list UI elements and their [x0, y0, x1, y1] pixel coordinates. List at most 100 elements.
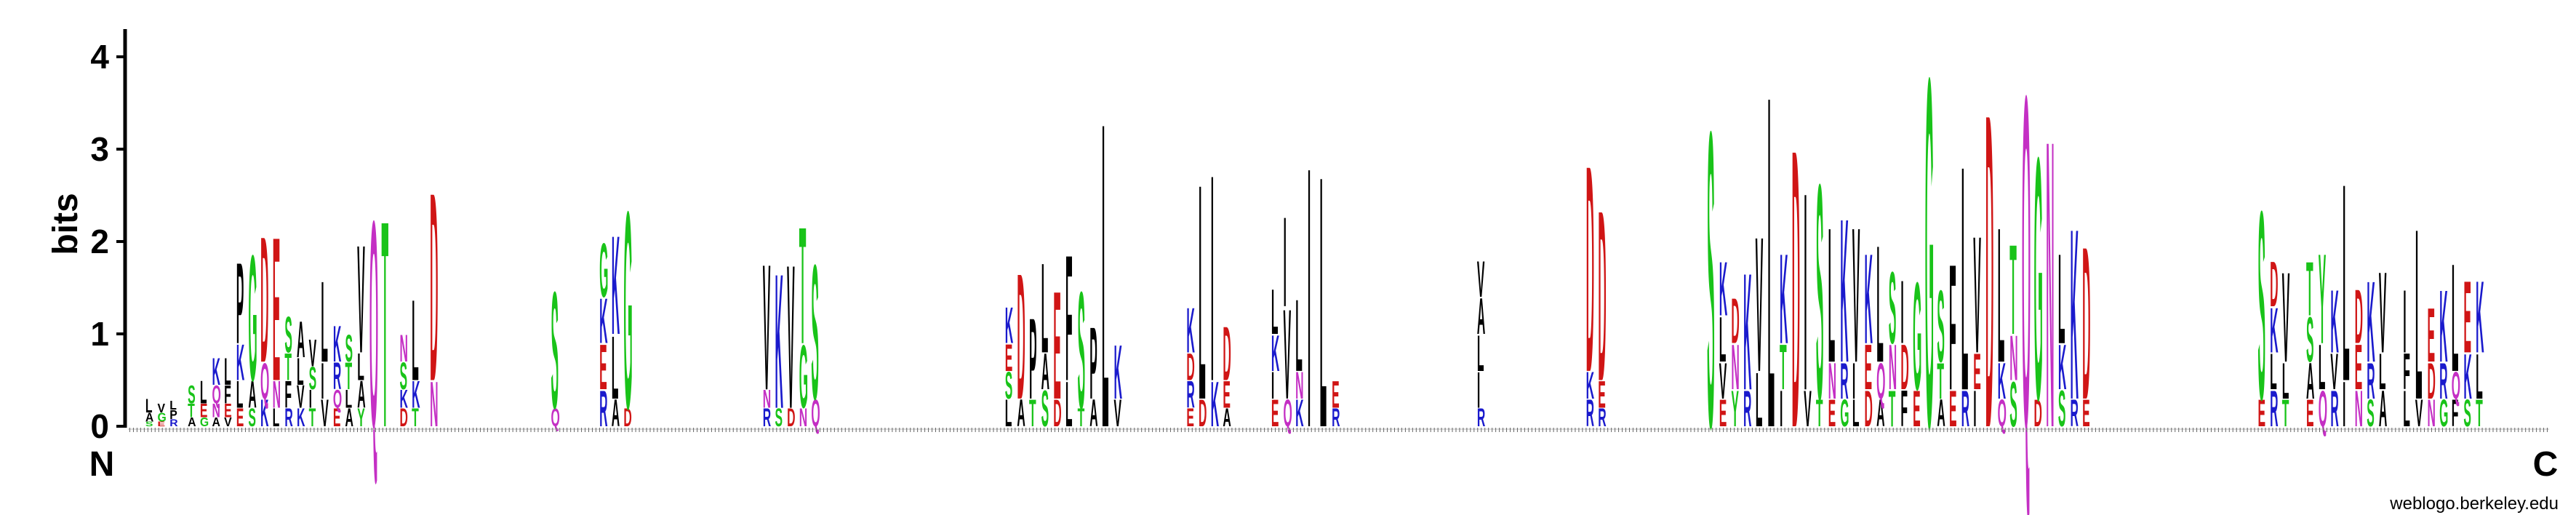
logo-letter: K	[2367, 258, 2375, 386]
logo-letter: Q	[369, 159, 378, 490]
logo-letter: E	[2463, 260, 2471, 375]
logo-letter: I	[309, 384, 312, 413]
logo-letter: E	[1271, 393, 1279, 435]
logo-letter: S	[551, 258, 559, 444]
logo-column: TS	[1816, 121, 1824, 464]
logo-letter: E	[2427, 293, 2435, 378]
logo-letter: L	[1876, 212, 1884, 397]
logo-column: RK	[2070, 179, 2078, 451]
logo-letter: G	[1913, 249, 1921, 422]
logo-letter: G	[1925, 0, 1934, 515]
logo-letter: V	[1852, 187, 1860, 402]
logo-column: QLY	[2319, 228, 2327, 438]
logo-letter: I	[1477, 362, 1480, 419]
logo-letter: L	[1477, 324, 1484, 382]
logo-letter: L	[169, 398, 177, 412]
logo-letter: I	[321, 352, 324, 410]
logo-letter: I	[2343, 370, 2345, 440]
logo-letter: S	[1005, 365, 1013, 407]
logo-letter: D	[1223, 312, 1231, 397]
logo-column: SAG	[248, 219, 257, 432]
y-tick-label: 4	[90, 38, 109, 76]
logo-letter: T	[2306, 247, 2313, 332]
logo-letter: T	[1078, 403, 1085, 432]
logo-letter: D	[1731, 287, 1739, 357]
logo-letter: D	[1792, 66, 1800, 511]
logo-letter: K	[2330, 271, 2338, 372]
logo-letter: E	[1865, 332, 1873, 403]
logo-letter: L	[2403, 380, 2410, 438]
logo-letter: T	[1937, 352, 1944, 410]
logo-column: QKL	[1998, 187, 2007, 435]
logo-column: SK	[775, 233, 783, 449]
logo-letter: A	[297, 311, 305, 368]
logo-letter: Y	[2319, 228, 2327, 371]
logo-column: YND	[1731, 287, 1739, 437]
logo-letter: V	[763, 228, 771, 428]
logo-column: KQD	[260, 201, 269, 436]
logo-column: QS	[811, 224, 820, 439]
logo-column: KNL	[1295, 279, 1303, 435]
logo-letter: E	[333, 403, 341, 432]
logo-letter: G	[158, 410, 167, 425]
logo-column: SNT	[2009, 218, 2017, 441]
logo-letter: K	[212, 351, 220, 394]
weblogo-credit: weblogo.berkeley.edu	[2389, 494, 2559, 514]
logo-letter: K	[399, 384, 408, 413]
logo-letter: K	[1719, 247, 1727, 332]
logo-letter: L	[2415, 179, 2423, 451]
logo-letter: K	[1743, 239, 1751, 425]
logo-letter: K	[1586, 365, 1594, 407]
logo-letter: T	[1029, 393, 1036, 435]
logo-letter: F	[224, 380, 231, 409]
logo-letter: L	[2379, 343, 2386, 401]
logo-column: ATS	[188, 380, 196, 429]
logo-letter: R	[1477, 403, 1486, 432]
logo-letter: Q	[1284, 393, 1292, 435]
logo-letter: A	[1041, 343, 1049, 401]
logo-letter: S	[2367, 393, 2375, 435]
logo-letter: Q	[2022, 0, 2031, 515]
logo-letter: T	[188, 399, 195, 421]
logo-letter: S	[2009, 370, 2017, 440]
logo-letter: E	[236, 403, 244, 432]
logo-column: VI	[1804, 135, 1812, 450]
logo-letter: K	[1295, 393, 1303, 435]
logo-letter: F	[284, 375, 292, 417]
logo-letter: E	[1828, 393, 1836, 435]
logo-column: I	[1308, 89, 1311, 505]
logo-letter: R	[2070, 393, 2078, 435]
logo-letter: S	[1937, 270, 1945, 384]
logo-column: DG	[623, 153, 632, 468]
logo-letter: S	[399, 356, 407, 398]
logo-column: FQL	[2452, 231, 2460, 435]
logo-letter: K	[2058, 332, 2066, 403]
logo-column: RL	[1961, 100, 1969, 458]
logo-letter: T	[2282, 393, 2289, 435]
logo-letter: N	[1889, 332, 1897, 403]
logo-column: TNS	[1889, 251, 1897, 437]
logo-letter: Y	[357, 403, 365, 432]
logo-column: ALV	[2379, 248, 2387, 437]
logo-column: AD	[1017, 237, 1025, 437]
logo-letter: L	[2282, 352, 2289, 410]
logo-letter: L	[1961, 100, 1969, 458]
logo-letter: F	[2452, 393, 2459, 435]
logo-letter: E	[2082, 393, 2090, 435]
logo-column: DG	[2034, 86, 2043, 472]
logo-column: ENL	[1828, 187, 1836, 435]
logo-letter: K	[1998, 352, 2006, 410]
logo-letter: K	[1211, 370, 1219, 440]
logo-letter: K	[260, 393, 268, 435]
logo-letter: L	[1828, 187, 1836, 402]
logo-letter: L	[357, 346, 364, 388]
logo-letter: L	[2319, 332, 2326, 403]
logo-letter: S	[145, 420, 153, 428]
logo-letter: E	[1973, 343, 1981, 401]
logo-letter: S	[1041, 380, 1049, 438]
logo-letter: N	[430, 370, 438, 440]
logo-letter: L	[1295, 279, 1303, 393]
